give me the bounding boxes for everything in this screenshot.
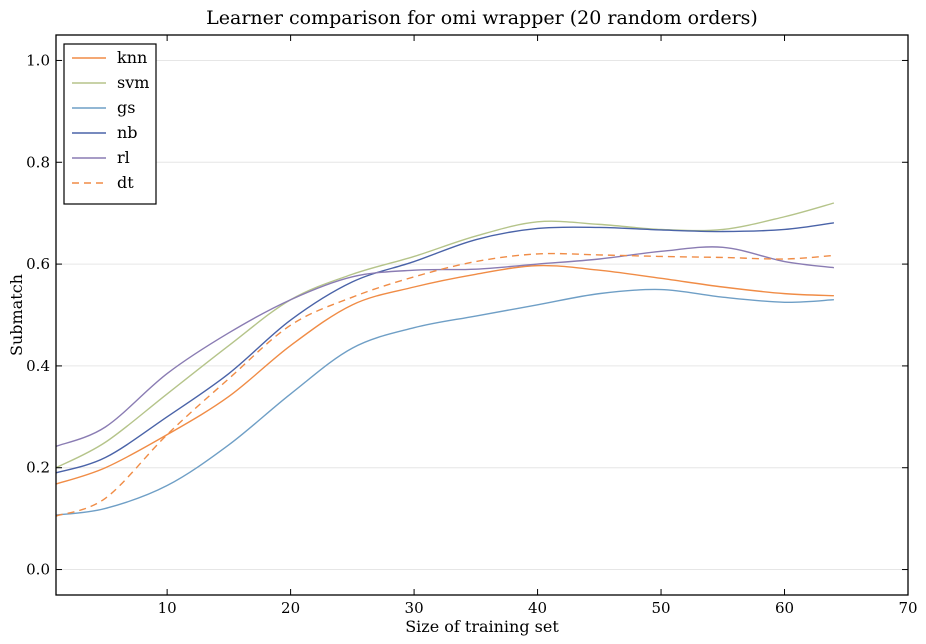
series-line-dt — [55, 252, 834, 517]
plot-frame — [55, 34, 909, 596]
legend-label-svm: svm — [117, 73, 149, 92]
x-tick-label: 10 — [158, 599, 177, 617]
series-line-nb — [55, 222, 835, 474]
series-line-rl — [55, 246, 834, 448]
y-tick-label: 1.0 — [26, 51, 50, 69]
legend-box — [63, 43, 157, 205]
series-line-svm — [55, 202, 835, 469]
x-tick-label: 50 — [651, 599, 670, 617]
series-line-knn — [55, 264, 834, 485]
axis-ticks: 0.0 0.2 0.4 0.6 0.8 1.0 10 20 30 40 50 60 70 — [26, 35, 918, 617]
y-tick-label: 0.2 — [26, 459, 50, 477]
x-tick-label: 20 — [281, 599, 300, 617]
series-lines — [55, 202, 835, 517]
x-tick-label: 70 — [898, 599, 917, 617]
legend: knn svm gs nb rl dt — [63, 43, 157, 205]
legend-label-nb: nb — [117, 123, 138, 142]
y-tick-label: 0.4 — [26, 357, 50, 375]
x-tick-label: 40 — [528, 599, 547, 617]
y-axis-label: Submatch — [7, 274, 26, 356]
legend-label-dt: dt — [117, 173, 134, 192]
y-tick-label: 0.8 — [26, 153, 50, 171]
x-tick-label: 60 — [775, 599, 794, 617]
x-tick-label: 30 — [405, 599, 424, 617]
grid-lines — [56, 59, 908, 571]
legend-label-gs: gs — [117, 98, 135, 117]
chart-title: Learner comparison for omi wrapper (20 r… — [206, 7, 758, 29]
x-axis-label: Size of training set — [405, 617, 559, 636]
legend-label-rl: rl — [117, 148, 130, 167]
y-tick-label: 0.0 — [26, 561, 50, 579]
y-tick-label: 0.6 — [26, 255, 50, 273]
legend-label-knn: knn — [117, 48, 147, 67]
series-line-gs — [55, 288, 834, 516]
